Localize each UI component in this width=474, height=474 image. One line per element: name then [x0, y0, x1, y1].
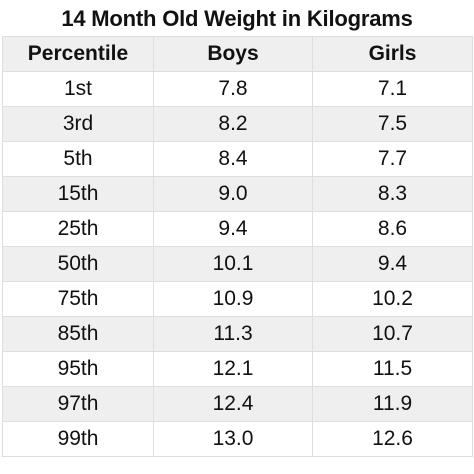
girls-weight-cell: 10.7 — [312, 316, 473, 352]
header-row: Percentile Boys Girls — [2, 36, 473, 72]
column-header-percentile: Percentile — [2, 36, 154, 72]
girls-weight-cell: 11.5 — [312, 351, 473, 387]
boys-weight-cell: 12.4 — [153, 386, 313, 422]
girls-weight-cell: 10.2 — [312, 281, 473, 317]
boys-weight-cell: 12.1 — [153, 351, 313, 387]
boys-weight-cell: 13.0 — [153, 421, 313, 457]
girls-weight-cell: 7.1 — [312, 71, 473, 107]
girls-weight-cell: 11.9 — [312, 386, 473, 422]
girls-weight-cell: 7.5 — [312, 106, 473, 142]
girls-weight-cell: 12.6 — [312, 421, 473, 457]
table-row: 25th 9.4 8.6 — [2, 211, 473, 247]
boys-weight-cell: 10.1 — [153, 246, 313, 282]
percentile-cell: 5th — [2, 141, 154, 177]
percentile-cell: 3rd — [2, 106, 154, 142]
boys-weight-cell: 9.0 — [153, 176, 313, 212]
boys-weight-cell: 9.4 — [153, 211, 313, 247]
percentile-cell: 50th — [2, 246, 154, 282]
percentile-cell: 85th — [2, 316, 154, 352]
table-title: 14 Month Old Weight in Kilograms — [61, 6, 413, 31]
table-row: 99th 13.0 12.6 — [2, 421, 473, 457]
boys-weight-cell: 8.4 — [153, 141, 313, 177]
weight-percentile-table: Percentile Boys Girls 1st 7.8 7.1 3rd 8.… — [2, 36, 473, 457]
percentile-cell: 99th — [2, 421, 154, 457]
percentile-cell: 1st — [2, 71, 154, 107]
table-row: 95th 12.1 11.5 — [2, 351, 473, 387]
table-row: 3rd 8.2 7.5 — [2, 106, 473, 142]
table-row: 85th 11.3 10.7 — [2, 316, 473, 352]
table-row: 97th 12.4 11.9 — [2, 386, 473, 422]
column-header-boys: Boys — [153, 36, 313, 72]
boys-weight-cell: 10.9 — [153, 281, 313, 317]
percentile-cell: 15th — [2, 176, 154, 212]
boys-weight-cell: 7.8 — [153, 71, 313, 107]
girls-weight-cell: 8.6 — [312, 211, 473, 247]
percentile-cell: 95th — [2, 351, 154, 387]
percentile-cell: 25th — [2, 211, 154, 247]
table-row: 5th 8.4 7.7 — [2, 141, 473, 177]
boys-weight-cell: 8.2 — [153, 106, 313, 142]
table-row: 50th 10.1 9.4 — [2, 246, 473, 282]
girls-weight-cell: 7.7 — [312, 141, 473, 177]
table-row: 1st 7.8 7.1 — [2, 71, 473, 107]
percentile-cell: 75th — [2, 281, 154, 317]
table-row: 15th 9.0 8.3 — [2, 176, 473, 212]
percentile-cell: 97th — [2, 386, 154, 422]
boys-weight-cell: 11.3 — [153, 316, 313, 352]
table-row: 75th 10.9 10.2 — [2, 281, 473, 317]
column-header-girls: Girls — [312, 36, 473, 72]
girls-weight-cell: 8.3 — [312, 176, 473, 212]
girls-weight-cell: 9.4 — [312, 246, 473, 282]
